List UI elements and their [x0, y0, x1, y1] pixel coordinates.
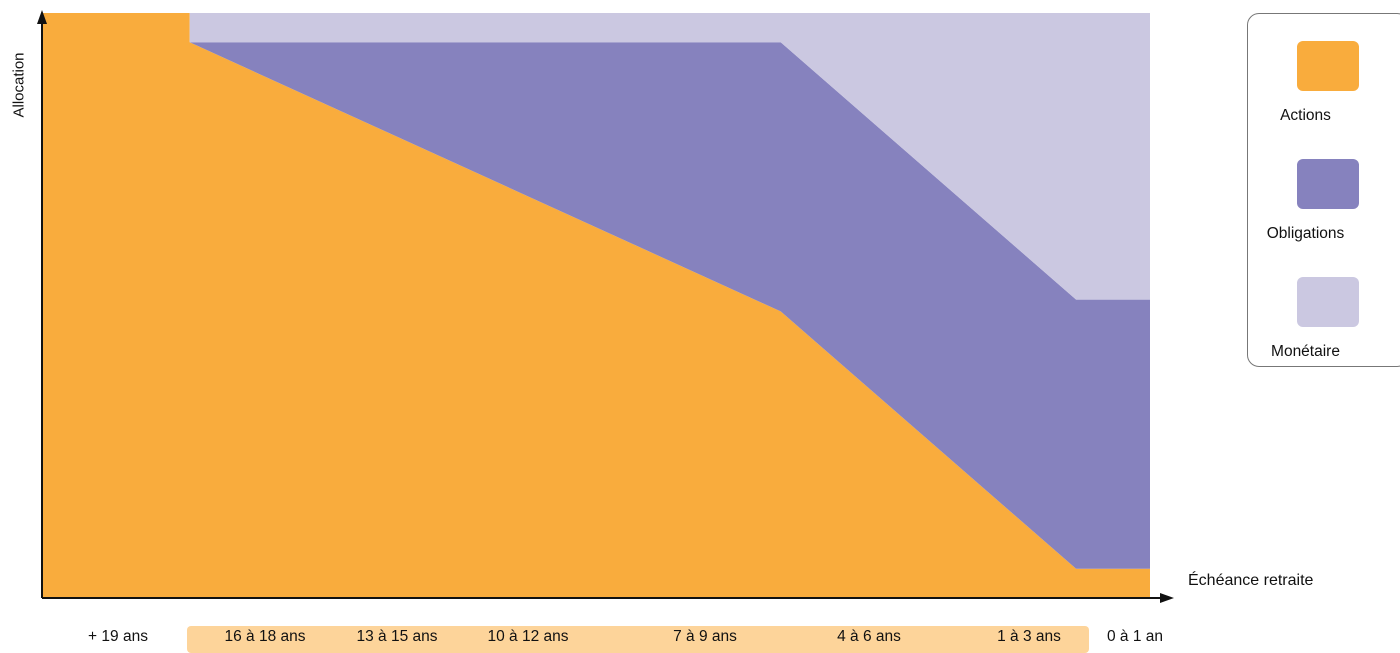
area-obligations — [42, 13, 1150, 569]
legend-item-obligations: Obligations — [1248, 159, 1400, 243]
chart-areas — [42, 13, 1150, 598]
legend-label-obligations: Obligations — [1266, 225, 1345, 242]
x-axis-title: Échéance retraite — [1188, 572, 1314, 589]
x-category-label: 7 à 9 ans — [673, 628, 737, 645]
y-axis-title-box: Allocation — [6, 20, 32, 150]
x-axis-arrowhead — [1160, 593, 1174, 603]
legend-swatch-actions — [1297, 41, 1359, 91]
x-category-label: 1 à 3 ans — [997, 628, 1061, 645]
x-category-highlight-band — [187, 626, 1089, 653]
legend-swatch-obligations — [1297, 159, 1359, 209]
y-axis-title: Allocation — [10, 52, 28, 118]
chart-axes — [37, 10, 1174, 603]
x-category-label: 10 à 12 ans — [487, 628, 569, 645]
x-category-label: 0 à 1 an — [1106, 628, 1164, 645]
legend-item-monetaire: Monétaire — [1248, 277, 1400, 361]
x-category-label: 13 à 15 ans — [356, 628, 438, 645]
x-category-label: 4 à 6 ans — [837, 628, 901, 645]
area-actions — [42, 13, 1150, 598]
y-axis-arrowhead — [37, 10, 47, 24]
legend-swatch-monetaire — [1297, 277, 1359, 327]
legend-label-monetaire: Monétaire — [1271, 343, 1340, 360]
legend: Actions Obligations Monétaire — [1247, 13, 1400, 367]
area-mon-taire — [42, 13, 1150, 300]
x-category-label: + 19 ans — [88, 628, 148, 645]
legend-item-actions: Actions — [1248, 41, 1400, 125]
x-category-label: 16 à 18 ans — [224, 628, 306, 645]
legend-label-actions: Actions — [1280, 107, 1331, 124]
